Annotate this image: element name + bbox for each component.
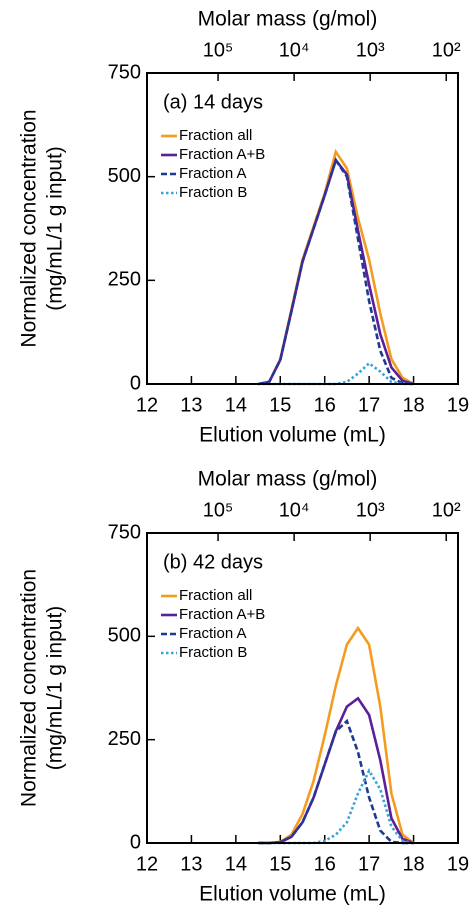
x-tick-label: 17 <box>358 853 380 875</box>
x-tick-label: 15 <box>269 853 291 875</box>
x-tick-label: 16 <box>314 853 336 875</box>
series-line <box>257 157 414 386</box>
series-line <box>258 696 415 845</box>
y-axis-title-line: Normalized concentration <box>18 569 41 807</box>
x2-tick-label: 10⁵ <box>203 39 234 61</box>
y-tick-label: 500 <box>108 625 141 647</box>
y-axis-title-line: Normalized concentration <box>18 109 41 347</box>
y-tick-label: 0 <box>130 372 141 394</box>
x2-tick-label: 10⁵ <box>203 499 234 521</box>
x-tick-label: 14 <box>225 853 247 875</box>
legend-label: Fraction all <box>179 587 252 604</box>
x-tick-label: 15 <box>269 394 291 416</box>
x-tick-label: 14 <box>225 394 247 416</box>
legend-label: Fraction B <box>179 644 247 661</box>
x-tick-label: 18 <box>402 394 424 416</box>
x2-axis-title: Molar mass (g/mol) <box>198 8 378 31</box>
y-axis-title: Normalized concentration (mg/mL/1 g input… <box>18 569 67 807</box>
x-tick-label: 18 <box>402 853 424 875</box>
legend: Fraction all Fraction A+B Fraction A Fracti… <box>161 587 265 661</box>
y-tick-label: 0 <box>130 831 141 853</box>
x-tick-label: 19 <box>447 394 469 416</box>
x2-tick-label: 10³ <box>356 499 385 521</box>
plot-frame <box>146 532 459 844</box>
legend-label: Fraction A+B <box>179 146 265 163</box>
y-axis-title-line: (mg/mL/1 g input) <box>44 146 67 311</box>
panel-annotation: (a) 14 days <box>163 91 263 113</box>
panel-annotation: (b) 42 days <box>163 551 263 573</box>
x2-tick-label: 10³ <box>356 39 385 61</box>
x-tick-label: 13 <box>180 394 202 416</box>
y-tick-label: 750 <box>108 521 141 543</box>
x2-tick-label: 10⁴ <box>279 499 310 521</box>
y-tick-label: 750 <box>108 61 141 83</box>
x-tick-label: 16 <box>314 394 336 416</box>
y-axis-title: Normalized concentration (mg/mL/1 g input… <box>18 109 67 347</box>
legend-label: Fraction B <box>179 184 247 201</box>
x-tick-label: 13 <box>180 853 202 875</box>
y-tick-label: 250 <box>108 728 141 750</box>
y-tick-label: 250 <box>108 269 141 291</box>
x-tick-label: 12 <box>136 394 158 416</box>
legend-label: Fraction all <box>179 127 252 144</box>
x-axis-title: Elution volume (mL) <box>199 883 386 906</box>
x-tick-label: 19 <box>447 853 469 875</box>
y-axis-title-line: (mg/mL/1 g input) <box>44 606 67 771</box>
x-axis-title: Elution volume (mL) <box>199 424 386 447</box>
x-tick-label: 17 <box>358 394 380 416</box>
y-tick-label: 500 <box>108 165 141 187</box>
legend-label: Fraction A <box>179 165 247 182</box>
x2-axis-title: Molar mass (g/mol) <box>198 468 378 491</box>
x-tick-label: 12 <box>136 853 158 875</box>
x2-tick-label: 10² <box>432 39 461 61</box>
x2-tick-label: 10⁴ <box>279 39 310 61</box>
plot-frame <box>146 72 459 385</box>
legend-label: Fraction A <box>179 625 247 642</box>
x2-tick-label: 10² <box>432 499 461 521</box>
series-line <box>258 718 414 845</box>
legend-label: Fraction A+B <box>179 606 265 623</box>
legend: Fraction all Fraction A+B Fraction A Fracti… <box>161 127 265 201</box>
